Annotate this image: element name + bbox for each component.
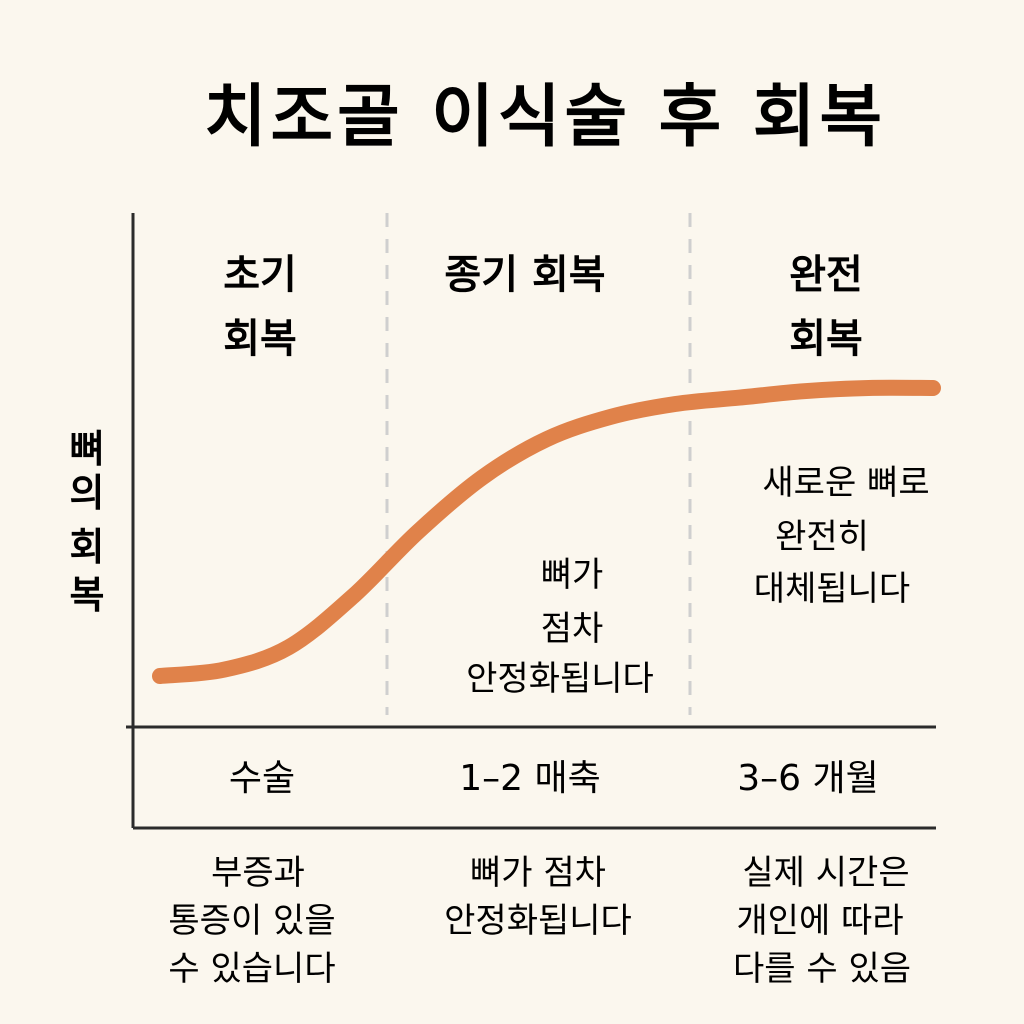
phase-label-full-1: 완전 xyxy=(789,252,863,298)
full-annotation-line-2: 완전히 xyxy=(775,517,869,557)
y-axis-label-char: 뼈 xyxy=(70,427,105,471)
note-mid-line-2: 안정화됩니다 xyxy=(444,901,632,941)
phase-label-early-2: 회복 xyxy=(223,316,297,362)
curve-annotations: 뼈가 점차 안정화됩니다 새로운 뼈로 완전히 대체됩니다 xyxy=(466,463,929,699)
note-full-line-2: 개인에 따라 xyxy=(736,901,903,941)
mid-annotation-line-2: 점차 xyxy=(541,609,604,649)
timeline-label-surgery: 수술 xyxy=(229,758,295,799)
timeline-labels: 수술 1–2 매축 3–6 개월 xyxy=(229,758,879,799)
full-annotation-line-1: 새로운 뼈로 xyxy=(762,463,929,503)
mid-annotation-line-3: 안정화됩니다 xyxy=(466,659,654,699)
full-annotation-line-3: 대체됩니다 xyxy=(754,569,910,609)
mid-annotation-line-1: 뼈가 xyxy=(541,555,604,595)
y-axis-label-char: 회 xyxy=(70,525,105,569)
y-axis-label-char: 의 xyxy=(70,471,105,515)
note-full-line-3: 다를 수 있음 xyxy=(733,949,911,989)
note-full-line-1: 실제 시간은 xyxy=(742,853,909,893)
phase-label-early-1: 초기 xyxy=(223,252,297,298)
recovery-curve xyxy=(152,379,941,684)
bottom-notes: 부증과 통증이 있을 수 있습니다 뼈가 점차 안정화됩니다 실제 시간은 개인… xyxy=(168,853,911,989)
y-axis-label: 뼈 의 회 복 xyxy=(70,427,105,617)
note-early-line-1: 부증과 xyxy=(211,853,305,893)
phase-label-full-2: 회복 xyxy=(789,316,863,362)
timeline-label-3-6: 3–6 개월 xyxy=(737,758,879,799)
y-axis-label-char: 복 xyxy=(70,573,105,617)
timeline-label-1-2: 1–2 매축 xyxy=(459,758,601,799)
note-early-line-3: 수 있습니다 xyxy=(168,949,335,989)
chart-title: 치조골 이식술 후 회복 xyxy=(204,78,886,157)
note-early-line-2: 통증이 있을 xyxy=(168,901,335,941)
phase-labels: 초기 회복 종기 회복 완전 회복 xyxy=(223,252,863,362)
phase-label-mid: 종기 회복 xyxy=(444,252,605,298)
note-mid-line-1: 뼈가 점차 xyxy=(470,853,606,893)
